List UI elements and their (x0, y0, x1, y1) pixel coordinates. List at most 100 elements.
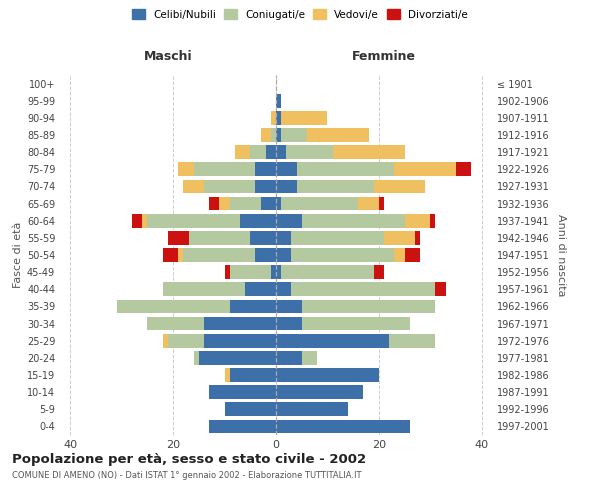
Bar (276, 266, 281, 279)
Bar (184, 180, 204, 194)
Bar (204, 334, 276, 347)
Bar (230, 368, 276, 382)
Legend: Celibi/Nubili, Coniugati/e, Vedovi/e, Divorziati/e: Celibi/Nubili, Coniugati/e, Vedovi/e, Di… (128, 5, 472, 24)
Text: Femmine: Femmine (352, 50, 416, 62)
Bar (271, 128, 276, 142)
Bar (230, 196, 260, 210)
Bar (276, 196, 281, 210)
Bar (256, 162, 276, 176)
Bar (292, 248, 394, 262)
Bar (456, 162, 472, 176)
Bar (281, 266, 374, 279)
Bar (276, 300, 302, 314)
Bar (374, 266, 384, 279)
Bar (276, 368, 379, 382)
Bar (220, 196, 230, 210)
Bar (415, 231, 420, 244)
Bar (394, 248, 404, 262)
Bar (384, 231, 415, 244)
Bar (256, 248, 276, 262)
Bar (332, 146, 404, 159)
Bar (358, 196, 379, 210)
Bar (276, 386, 364, 399)
Bar (148, 316, 204, 330)
Bar (276, 162, 296, 176)
Bar (404, 214, 430, 228)
Bar (276, 248, 292, 262)
Bar (260, 196, 276, 210)
Bar (266, 146, 276, 159)
Bar (271, 111, 276, 124)
Bar (281, 128, 307, 142)
Bar (276, 214, 302, 228)
Text: COMUNE DI AMENO (NO) - Dati ISTAT 1° gennaio 2002 - Elaborazione TUTTITALIA.IT: COMUNE DI AMENO (NO) - Dati ISTAT 1° gen… (12, 470, 361, 480)
Bar (230, 300, 276, 314)
Bar (276, 111, 281, 124)
Bar (302, 214, 404, 228)
Bar (292, 282, 436, 296)
Bar (188, 231, 250, 244)
Bar (276, 402, 348, 416)
Bar (194, 162, 256, 176)
Bar (276, 180, 296, 194)
Bar (276, 316, 302, 330)
Bar (163, 282, 245, 296)
Bar (302, 351, 317, 364)
Bar (178, 162, 194, 176)
Bar (168, 231, 188, 244)
Bar (286, 146, 332, 159)
Bar (276, 420, 410, 434)
Text: Popolazione per età, sesso e stato civile - 2002: Popolazione per età, sesso e stato civil… (12, 452, 366, 466)
Bar (374, 180, 425, 194)
Bar (224, 368, 230, 382)
Bar (296, 180, 374, 194)
Bar (292, 231, 384, 244)
Bar (260, 128, 271, 142)
Bar (281, 111, 328, 124)
Bar (430, 214, 436, 228)
Bar (276, 351, 302, 364)
Bar (256, 180, 276, 194)
Bar (199, 351, 276, 364)
Bar (235, 146, 250, 159)
Bar (276, 282, 292, 296)
Bar (245, 282, 276, 296)
Bar (276, 94, 281, 108)
Bar (148, 214, 240, 228)
Bar (404, 248, 420, 262)
Bar (389, 334, 436, 347)
Bar (163, 334, 168, 347)
Bar (142, 214, 148, 228)
Y-axis label: Anni di nascita: Anni di nascita (556, 214, 566, 296)
Bar (184, 248, 256, 262)
Bar (271, 266, 276, 279)
Bar (436, 282, 446, 296)
Bar (296, 162, 394, 176)
Bar (379, 196, 384, 210)
Bar (132, 214, 142, 228)
Bar (168, 334, 204, 347)
Bar (224, 402, 276, 416)
Bar (276, 231, 292, 244)
Bar (116, 300, 230, 314)
Bar (276, 128, 281, 142)
Y-axis label: Fasce di età: Fasce di età (13, 222, 23, 288)
Bar (240, 214, 276, 228)
Bar (307, 128, 368, 142)
Bar (276, 146, 286, 159)
Bar (224, 266, 230, 279)
Bar (194, 351, 199, 364)
Bar (281, 196, 358, 210)
Bar (209, 386, 276, 399)
Bar (302, 316, 410, 330)
Bar (302, 300, 436, 314)
Bar (204, 316, 276, 330)
Bar (250, 146, 266, 159)
Bar (250, 231, 276, 244)
Text: Maschi: Maschi (143, 50, 193, 62)
Bar (209, 420, 276, 434)
Bar (163, 248, 178, 262)
Bar (178, 248, 184, 262)
Bar (394, 162, 456, 176)
Bar (230, 266, 271, 279)
